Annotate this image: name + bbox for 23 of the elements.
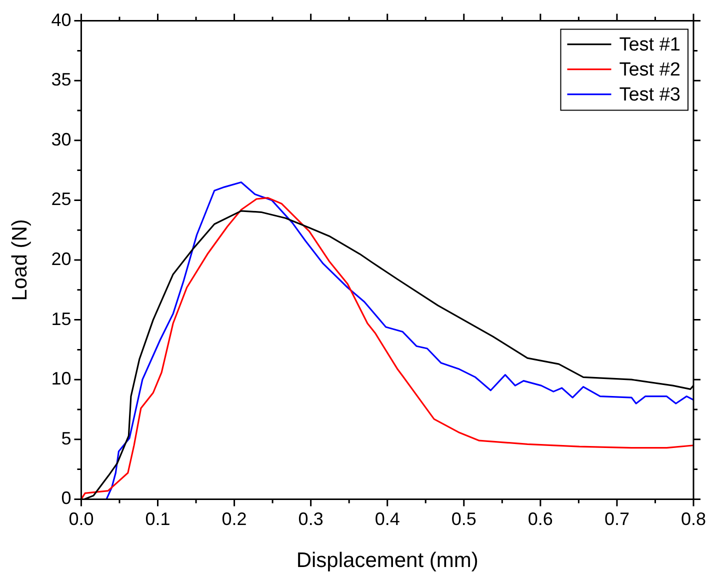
x-axis-title: Displacement (mm) [296, 549, 478, 572]
x-tick-label: 0.5 [451, 508, 476, 529]
y-tick-label: 15 [51, 308, 72, 329]
legend-label: Test #1 [619, 34, 680, 56]
y-tick-label: 25 [51, 189, 72, 210]
y-tick-label: 0 [61, 488, 72, 508]
y-tick-label: 35 [51, 70, 72, 90]
y-tick-label: 20 [51, 248, 72, 269]
x-tick-label: 0.3 [298, 508, 324, 529]
y-tick-label: 5 [61, 428, 72, 448]
x-tick-label: 0.0 [68, 508, 94, 529]
y-tick-label: 10 [51, 368, 72, 389]
y-tick-label: 40 [51, 10, 72, 30]
x-tick-label: 0.1 [145, 508, 170, 529]
y-tick-label: 30 [51, 129, 72, 150]
x-tick-label: 0.2 [222, 508, 247, 529]
x-tick-label: 0.7 [604, 508, 630, 529]
x-tick-label: 0.8 [680, 508, 706, 529]
legend-label: Test #3 [619, 84, 680, 106]
x-tick-label: 0.4 [374, 508, 400, 529]
legend-label: Test #2 [619, 60, 680, 81]
x-tick-label: 0.6 [528, 508, 553, 529]
y-axis-title: Load (N) [8, 219, 32, 301]
